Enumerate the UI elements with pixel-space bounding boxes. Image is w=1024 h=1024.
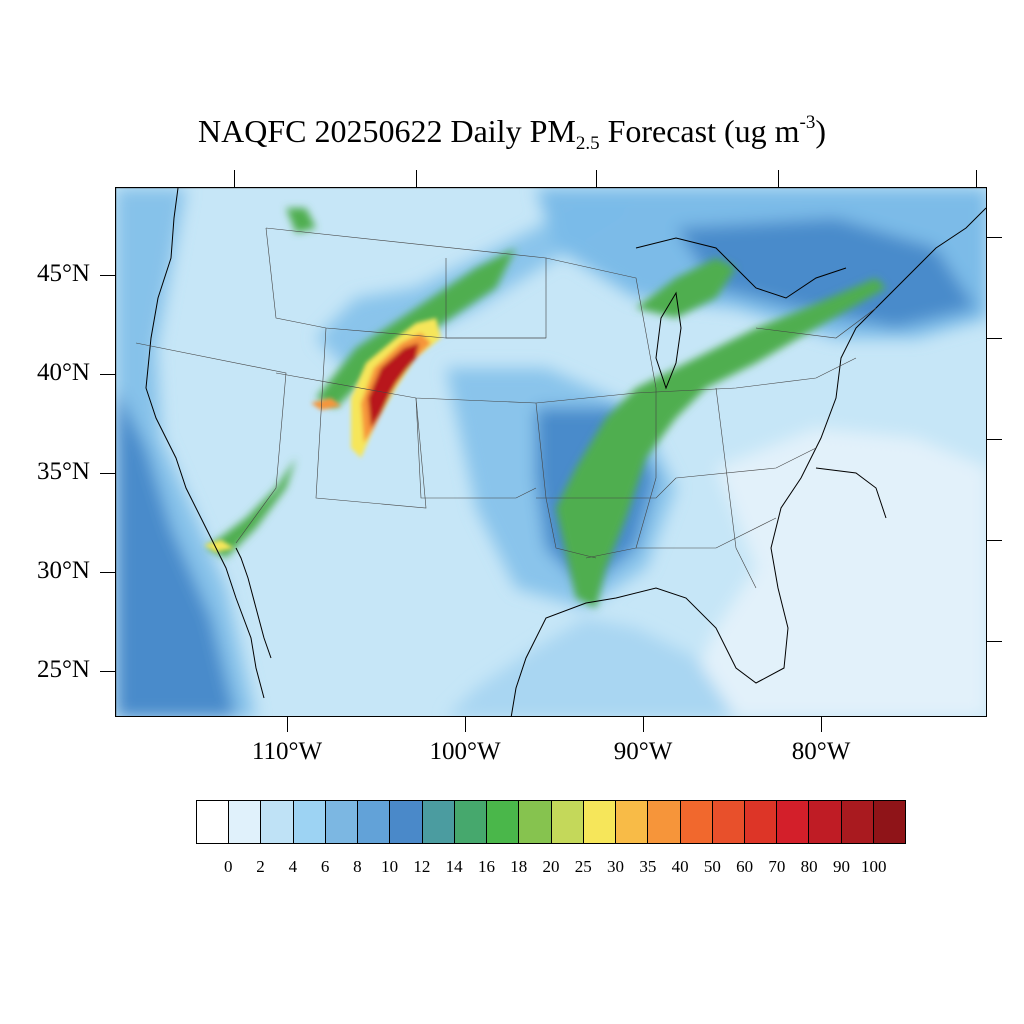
colorbar-swatch [454, 801, 488, 843]
colorbar-swatch [293, 801, 326, 843]
colorbar-tick-label: 30 [607, 857, 625, 876]
lat-label-45: 45°N [36, 260, 90, 287]
colorbar-swatch [583, 801, 617, 843]
colorbar-tick-label: 90 [832, 857, 850, 876]
colorbar-tick-label: 50 [703, 857, 721, 876]
colorbar-swatch [229, 801, 262, 843]
map-title: NAQFC 20250622 Daily PM2.5 Forecast (ug … [198, 112, 826, 154]
atlantic-clean [676, 428, 986, 716]
lat-tick [100, 671, 115, 672]
colorbar-tick-label: 8 [353, 857, 362, 876]
pacific-coastline [145, 188, 265, 699]
right-tick [987, 641, 1002, 642]
lat-tick [100, 275, 115, 276]
lon-label-100w: 100°W [429, 738, 501, 765]
southwest-green [206, 458, 296, 558]
top-tick [416, 170, 417, 187]
colorbar-tick-label: 25 [574, 857, 592, 876]
state-borders [135, 227, 877, 589]
lon-tick [643, 717, 644, 732]
colorbar-tick-label: 0 [224, 857, 233, 876]
colorbar-tick-label: 12 [413, 857, 431, 876]
atlantic-gulf-coastline [510, 207, 986, 716]
coastlines [145, 188, 986, 716]
colorbar-swatch [261, 801, 294, 843]
lat-tick [100, 473, 115, 474]
colorbar-swatch [519, 801, 552, 843]
colorbar-tick-label: 35 [639, 857, 657, 876]
colorbar-tick-label: 14 [445, 857, 463, 876]
lon-label-90w: 90°W [613, 738, 673, 765]
colorbar-swatch [777, 801, 810, 843]
pacific-enhanced [116, 388, 236, 716]
colorbar-swatch [712, 801, 745, 843]
colorbar-tick-label: 6 [320, 857, 330, 876]
right-tick [987, 439, 1002, 440]
colorbar-swatch [325, 801, 359, 843]
northeast-enhanced [676, 218, 976, 328]
lat-tick [100, 572, 115, 573]
lat-tick [100, 374, 115, 375]
colorbar-swatch [390, 801, 423, 843]
gulf-light [448, 618, 735, 716]
northwest-green [286, 208, 316, 233]
lat-label-30: 30°N [36, 557, 90, 584]
colorbar-tick-label: 18 [510, 857, 528, 876]
colorbar-tick-label: 2 [256, 857, 265, 876]
colorbar-swatch [841, 801, 874, 843]
lon-tick [821, 717, 822, 732]
lon-tick [465, 717, 466, 732]
colorbar-swatch [744, 801, 778, 843]
colorbar-tick-label: 40 [671, 857, 689, 876]
lon-label-110w: 110°W [251, 738, 323, 765]
colorbar-tick-label: 100 [860, 857, 887, 876]
pm25-forecast-map [115, 187, 987, 717]
colorbar-swatch [358, 801, 391, 843]
colorbar-swatch [487, 801, 520, 843]
colorbar-tick-label: 10 [381, 857, 399, 876]
lake-michigan [655, 291, 682, 390]
great-lakes-outline [635, 237, 847, 299]
right-tick [987, 338, 1002, 339]
colorbar-swatch [616, 801, 649, 843]
colorbar-swatch [648, 801, 681, 843]
colorbar-swatch [680, 801, 713, 843]
colorbar-tick-label: 4 [288, 857, 298, 876]
lat-label-25: 25°N [36, 656, 90, 683]
colorbar [196, 800, 906, 844]
lon-tick [287, 717, 288, 732]
top-tick [596, 170, 597, 187]
colorbar-tick-label: 60 [736, 857, 754, 876]
lat-label-40: 40°N [36, 359, 90, 386]
smoke-red-core [368, 343, 419, 428]
top-tick [976, 170, 977, 187]
smoke-small-orange [311, 398, 341, 410]
smoke-yellow-sw [204, 540, 234, 552]
colorbar-swatch [422, 801, 455, 843]
top-tick [234, 170, 235, 187]
right-tick [987, 237, 1002, 238]
midwest-green-band [556, 278, 886, 608]
lat-label-35: 35°N [36, 458, 90, 485]
right-tick [987, 540, 1002, 541]
top-tick [778, 170, 779, 187]
colorbar-tick-label: 20 [542, 857, 560, 876]
colorbar-swatch [551, 801, 584, 843]
colorbar-swatch [197, 801, 230, 843]
colorbar-tick-label: 16 [477, 857, 495, 876]
colorbar-tick-label: 80 [800, 857, 818, 876]
smoke-plume [204, 318, 441, 552]
lon-label-80w: 80°W [791, 738, 851, 765]
baja-peninsula [235, 547, 272, 659]
colorbar-tick-label: 70 [768, 857, 786, 876]
great-lakes-green [636, 258, 736, 318]
map-canvas [116, 188, 986, 716]
colorbar-swatch [809, 801, 842, 843]
cuba-hint [815, 467, 887, 519]
colorbar-swatch [873, 801, 906, 843]
